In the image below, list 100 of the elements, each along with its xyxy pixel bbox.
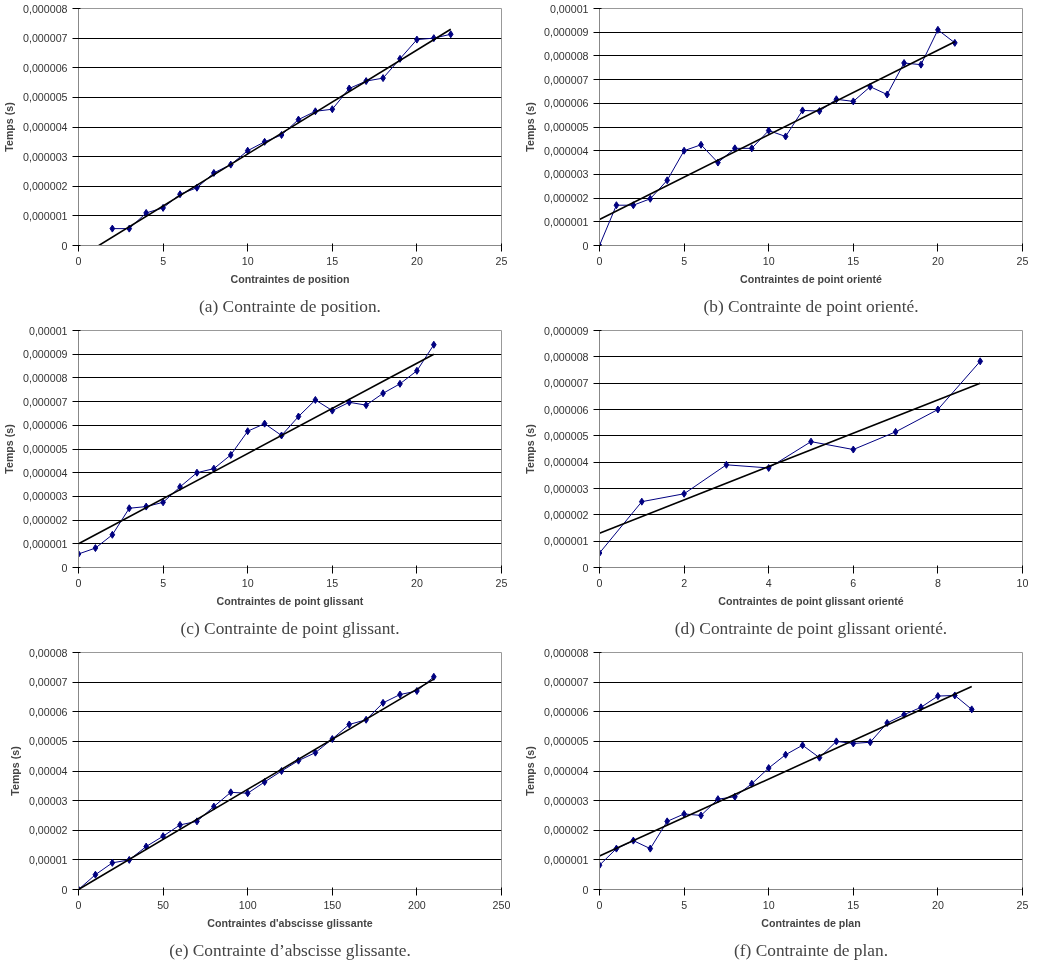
y-tick-label: 0,000006 — [544, 403, 589, 416]
y-tick-label: 0 — [61, 239, 68, 252]
y-tick-label: 0,000002 — [544, 192, 589, 205]
text: (f) Contrainte de plan. — [734, 940, 888, 960]
y-tick-label: 0,00001 — [549, 2, 589, 15]
x-tick-label: 0 — [75, 576, 82, 589]
text: (e) Contrainte d’abscisse glissante. — [169, 940, 411, 960]
y-tick-label: 0,000004 — [23, 466, 68, 479]
x-axis-title: Contraintes de point glissant — [216, 594, 364, 607]
y-axis-title: Temps (s) — [8, 745, 21, 796]
y-tick-label: 0,000007 — [23, 32, 68, 45]
x-tick-label: 15 — [326, 254, 339, 267]
x-axis-title: Contraintes de point glissant orienté — [718, 594, 904, 607]
y-tick-label: 0,000009 — [544, 26, 589, 39]
x-tick-label: 0 — [75, 254, 82, 267]
y-tick-label: 0,000004 — [544, 144, 589, 157]
y-tick-label: 0,000005 — [544, 429, 589, 442]
y-tick-label: 0,00008 — [28, 646, 68, 659]
x-tick-label: 25 — [495, 576, 508, 589]
x-tick-label: 15 — [847, 898, 860, 911]
y-tick-label: 0,000005 — [544, 735, 589, 748]
x-tick-label: 5 — [160, 576, 167, 589]
x-tick-label: 150 — [323, 898, 342, 911]
y-tick-label: 0,000008 — [544, 350, 589, 363]
y-axis-title: Temps (s) — [3, 101, 16, 152]
y-tick-label: 0,000001 — [544, 853, 589, 866]
y-tick-label: 0,000001 — [544, 535, 589, 548]
y-tick-label: 0,000003 — [544, 168, 589, 181]
y-tick-label: 0,00001 — [28, 853, 68, 866]
y-tick-label: 0,000005 — [23, 91, 68, 104]
y-tick-label: 0,000007 — [544, 73, 589, 86]
y-tick-label: 0,000009 — [23, 348, 68, 361]
y-tick-label: 0,000003 — [23, 490, 68, 503]
y-tick-label: 0,000005 — [23, 443, 68, 455]
y-tick-label: 0,000006 — [544, 97, 589, 110]
x-tick-label: 20 — [410, 576, 423, 589]
x-tick-label: 6 — [850, 576, 857, 589]
x-tick-label: 25 — [495, 254, 508, 267]
y-tick-label: 0,000001 — [23, 209, 68, 222]
y-axis-title: Temps (s) — [524, 745, 537, 796]
y-tick-label: 0,000008 — [544, 646, 589, 659]
y-tick-label: 0,000007 — [544, 377, 589, 390]
x-axis-title: Contraintes d'abscisse glissante — [207, 916, 373, 929]
x-tick-label: 100 — [238, 898, 257, 911]
y-tick-label: 0,000006 — [23, 419, 68, 432]
y-tick-label: 0,00003 — [28, 794, 68, 807]
x-tick-label: 15 — [326, 576, 339, 589]
x-tick-label: 20 — [931, 254, 944, 267]
y-tick-label: 0,000007 — [23, 395, 68, 408]
y-tick-label: 0,000003 — [544, 482, 589, 495]
x-tick-label: 4 — [765, 576, 772, 589]
x-tick-label: 5 — [681, 898, 688, 911]
y-tick-label: 0,000003 — [544, 794, 589, 807]
y-tick-label: 0,00007 — [28, 676, 68, 689]
y-tick-label: 0,000005 — [544, 121, 589, 133]
x-tick-label: 0 — [596, 254, 603, 267]
y-tick-label: 0,000008 — [23, 371, 68, 384]
x-axis-title: Contraintes de point orienté — [739, 272, 883, 285]
x-axis-title: Contraintes de position — [230, 272, 350, 285]
y-tick-label: 0,000004 — [544, 765, 589, 777]
x-tick-label: 50 — [157, 898, 170, 911]
text: (d) Contrainte de point glissant orienté. — [674, 618, 948, 638]
y-tick-label: 0 — [61, 883, 68, 896]
x-tick-label: 250 — [492, 898, 511, 911]
y-tick-label: 0,000002 — [544, 508, 589, 521]
y-axis-title: Temps (s) — [524, 423, 537, 474]
y-tick-label: 0,000002 — [544, 824, 589, 837]
x-tick-label: 25 — [1016, 898, 1029, 911]
y-tick-label: 0,000001 — [23, 537, 68, 550]
x-tick-label: 10 — [1016, 576, 1029, 589]
x-tick-label: 200 — [408, 898, 426, 911]
y-tick-label: 0,00001 — [28, 324, 68, 337]
text: (b) Contrainte de point orienté. — [703, 296, 919, 316]
y-tick-label: 0,000008 — [544, 49, 589, 62]
y-tick-label: 0,000008 — [23, 2, 68, 15]
y-tick-label: 0,000006 — [544, 705, 589, 718]
x-tick-label: 10 — [762, 254, 775, 267]
y-tick-label: 0,000002 — [23, 514, 68, 527]
y-tick-label: 0 — [582, 561, 589, 574]
y-axis-title: Temps (s) — [3, 423, 16, 474]
y-tick-label: 0,000007 — [544, 676, 589, 689]
y-tick-label: 0 — [61, 561, 68, 574]
x-tick-label: 5 — [160, 254, 167, 267]
x-tick-label: 10 — [241, 254, 254, 267]
x-tick-label: 2 — [681, 576, 688, 589]
x-tick-label: 20 — [931, 898, 944, 911]
y-tick-label: 0 — [582, 883, 589, 896]
text: (c) Contrainte de point glissant. — [180, 618, 400, 638]
x-tick-label: 20 — [410, 254, 423, 267]
y-tick-label: 0 — [582, 239, 589, 252]
y-tick-label: 0,000003 — [23, 150, 68, 163]
x-axis-title: Contraintes de plan — [761, 916, 861, 929]
x-tick-label: 25 — [1016, 254, 1029, 267]
y-axis-title: Temps (s) — [524, 101, 537, 152]
text: (a) Contrainte de position. — [199, 296, 381, 316]
y-tick-label: 0,00005 — [28, 735, 68, 748]
x-tick-label: 10 — [762, 898, 775, 911]
y-tick-label: 0,000006 — [23, 61, 68, 74]
y-tick-label: 0,00004 — [28, 765, 68, 777]
x-tick-label: 0 — [596, 898, 603, 911]
